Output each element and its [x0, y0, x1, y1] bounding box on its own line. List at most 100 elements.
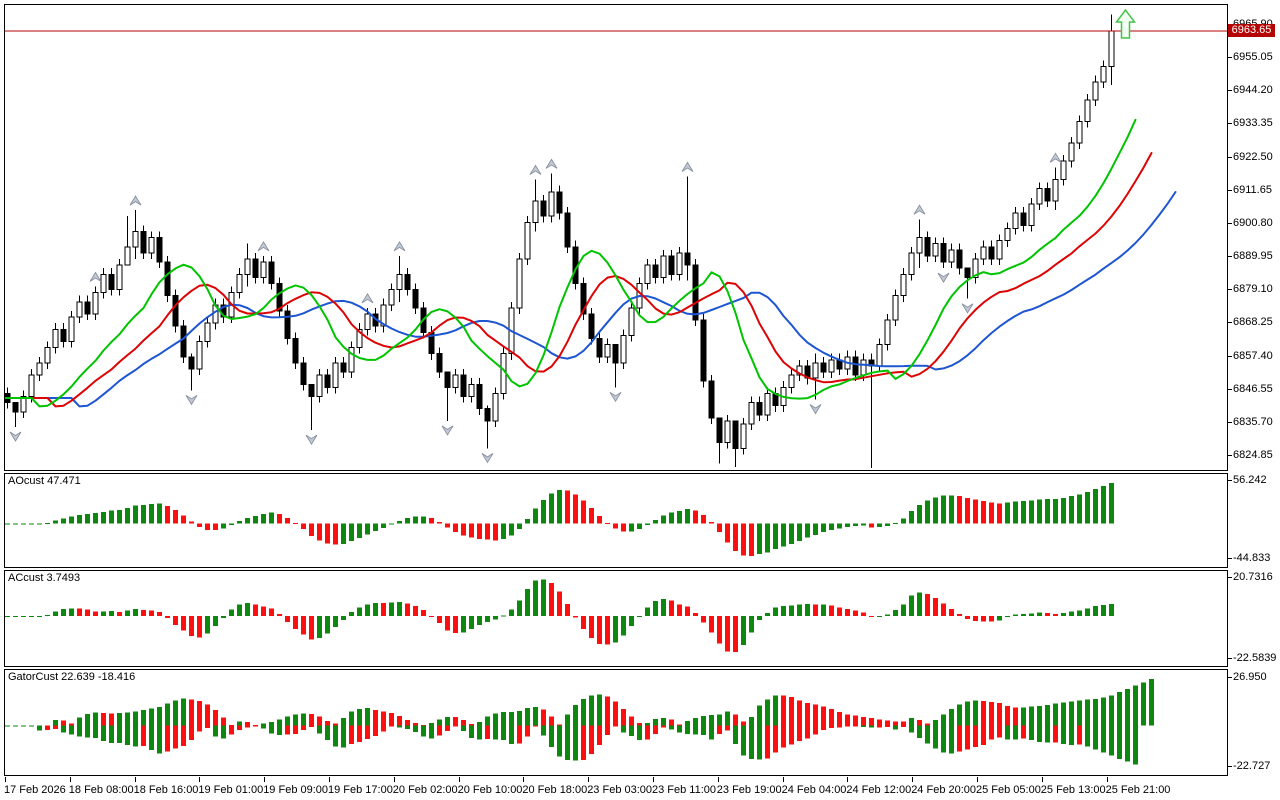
fractal-up-arrow [257, 241, 270, 252]
time-axis-label: 18 Feb 08:00 [68, 784, 134, 796]
time-axis-label: 25 Feb 05:00 [976, 784, 1041, 796]
time-axis-label: 24 Feb 12:00 [846, 784, 912, 796]
time-axis-label: 25 Feb 13:00 [1040, 784, 1106, 796]
lips-line [5, 118, 1137, 408]
time-axis-label: 20 Feb 10:00 [457, 784, 523, 796]
price-axis-label: 6944.20 [1233, 84, 1273, 97]
ac-histogram[interactable] [5, 571, 1227, 664]
price-axis-label: 6824.85 [1233, 449, 1273, 461]
time-axis-label: 19 Feb 01:00 [198, 784, 264, 796]
time-axis-tick [69, 777, 71, 782]
alligator-lines [5, 118, 1177, 408]
indicator-axis-tick [1228, 677, 1232, 678]
time-axis-tick [588, 777, 590, 782]
gator-indicator-label: GatorCust 22.639 -18.416 [8, 671, 136, 683]
jaw-line [5, 191, 1177, 408]
time-axis-label: 20 Feb 18:00 [522, 784, 588, 796]
price-axis-label: 6846.55 [1233, 382, 1273, 395]
fractal-down-arrow [9, 431, 22, 442]
indicator-axis-label: 26.950 [1233, 671, 1267, 683]
main-price-chart-pane[interactable] [4, 4, 1228, 471]
time-axis-label: 23 Feb 03:00 [587, 784, 653, 796]
fractal-up-arrow [1049, 152, 1062, 163]
fractal-up-arrow [393, 241, 406, 252]
gator-oscillator-pane[interactable]: GatorCust 22.639 -18.416 [4, 669, 1228, 776]
fractal-down-arrow [185, 394, 198, 406]
time-axis-label: 17 Feb 2026 [4, 784, 66, 796]
fractal-up-arrow [681, 161, 694, 172]
time-axis-tick [912, 777, 914, 782]
time-axis-label: 19 Feb 17:00 [328, 784, 393, 796]
indicator-axis-label: -22.727 [1233, 760, 1271, 772]
time-axis-label: 24 Feb 20:00 [911, 784, 977, 796]
fractal-up-arrow [529, 164, 542, 175]
indicator-axis-tick [1228, 558, 1232, 559]
time-axis-label: 24 Feb 04:00 [781, 784, 847, 796]
time-axis-tick [653, 777, 654, 782]
candlestick-chart[interactable] [5, 5, 1227, 468]
indicator-axis-tick [1228, 658, 1232, 659]
time-axis-label: 19 Feb 09:00 [263, 784, 329, 796]
awesome-oscillator-pane[interactable]: AOcust 47.471 [4, 473, 1228, 568]
price-axis-tick [1228, 322, 1232, 324]
fractal-down-arrow [961, 303, 974, 314]
price-axis-tick [1228, 222, 1232, 224]
time-axis-tick [5, 777, 6, 782]
price-axis-tick [1228, 90, 1232, 92]
time-axis-label: 20 Feb 02:00 [392, 784, 458, 796]
accelerator-oscillator-pane[interactable]: ACcust 3.7493 [4, 570, 1228, 667]
price-axis-label: 6889.95 [1233, 250, 1273, 263]
ac-indicator-label: ACcust 3.7493 [8, 572, 81, 584]
fractal-up-arrow [129, 195, 142, 206]
price-axis-label: 6868.25 [1233, 316, 1273, 329]
price-axis-label: 6857.40 [1233, 349, 1273, 362]
price-axis-tick [1228, 156, 1232, 158]
price-axis-label: 6933.35 [1233, 117, 1273, 130]
fractal-down-arrow [609, 391, 622, 403]
fractal-down-arrow [809, 404, 822, 415]
price-axis-label: 6900.80 [1233, 216, 1273, 229]
fractal-up-arrow [913, 204, 926, 215]
price-axis-label: 6922.50 [1233, 150, 1273, 163]
fractal-up-arrow [361, 293, 374, 304]
price-axis-tick [1228, 455, 1232, 456]
time-axis-label: 18 Feb 16:00 [133, 784, 199, 796]
indicator-axis-label: -22.5839 [1233, 652, 1277, 664]
ao-histogram[interactable] [5, 474, 1227, 565]
price-axis-tick [1228, 421, 1232, 423]
fractal-up-arrow [545, 158, 558, 169]
indicator-axis-label: 56.242 [1233, 474, 1267, 486]
current-price-badge: 6963.65 [1228, 23, 1275, 37]
time-axis-label: 23 Feb 19:00 [716, 784, 782, 796]
indicator-axis-label: -44.833 [1233, 552, 1271, 564]
price-axis-tick [1228, 123, 1232, 125]
fractal-up-arrow [89, 271, 102, 282]
time-axis-tick [393, 777, 395, 782]
price-axis-label: 6911.65 [1233, 183, 1272, 196]
fractal-down-arrow [305, 434, 318, 445]
time-axis-tick [134, 777, 136, 782]
histogram-bars [5, 725, 1138, 765]
price-axis-tick [1228, 289, 1232, 291]
price-axis-tick [1228, 57, 1232, 59]
histogram-bars [5, 678, 1154, 727]
time-axis-tick [1041, 777, 1043, 782]
price-axis-label: 6835.70 [1233, 415, 1273, 428]
fractal-down-arrow [441, 425, 454, 436]
time-axis-tick [717, 777, 719, 782]
gator-histogram[interactable] [5, 670, 1227, 773]
time-axis-tick [264, 777, 266, 782]
indicator-axis-tick [1228, 480, 1232, 481]
time-axis-tick [523, 777, 525, 782]
time-axis-tick [782, 777, 784, 782]
fractal-arrows [9, 152, 1062, 464]
indicator-axis-tick [1228, 577, 1232, 578]
time-axis-label: 25 Feb 21:00 [1105, 784, 1171, 796]
fractal-down-arrow [937, 272, 950, 284]
price-axis-label: 6955.05 [1233, 51, 1273, 64]
time-axis-tick [199, 777, 201, 782]
candles-series [5, 14, 1115, 468]
price-axis-label: 6879.10 [1233, 283, 1273, 296]
histogram-bars [5, 579, 1114, 653]
